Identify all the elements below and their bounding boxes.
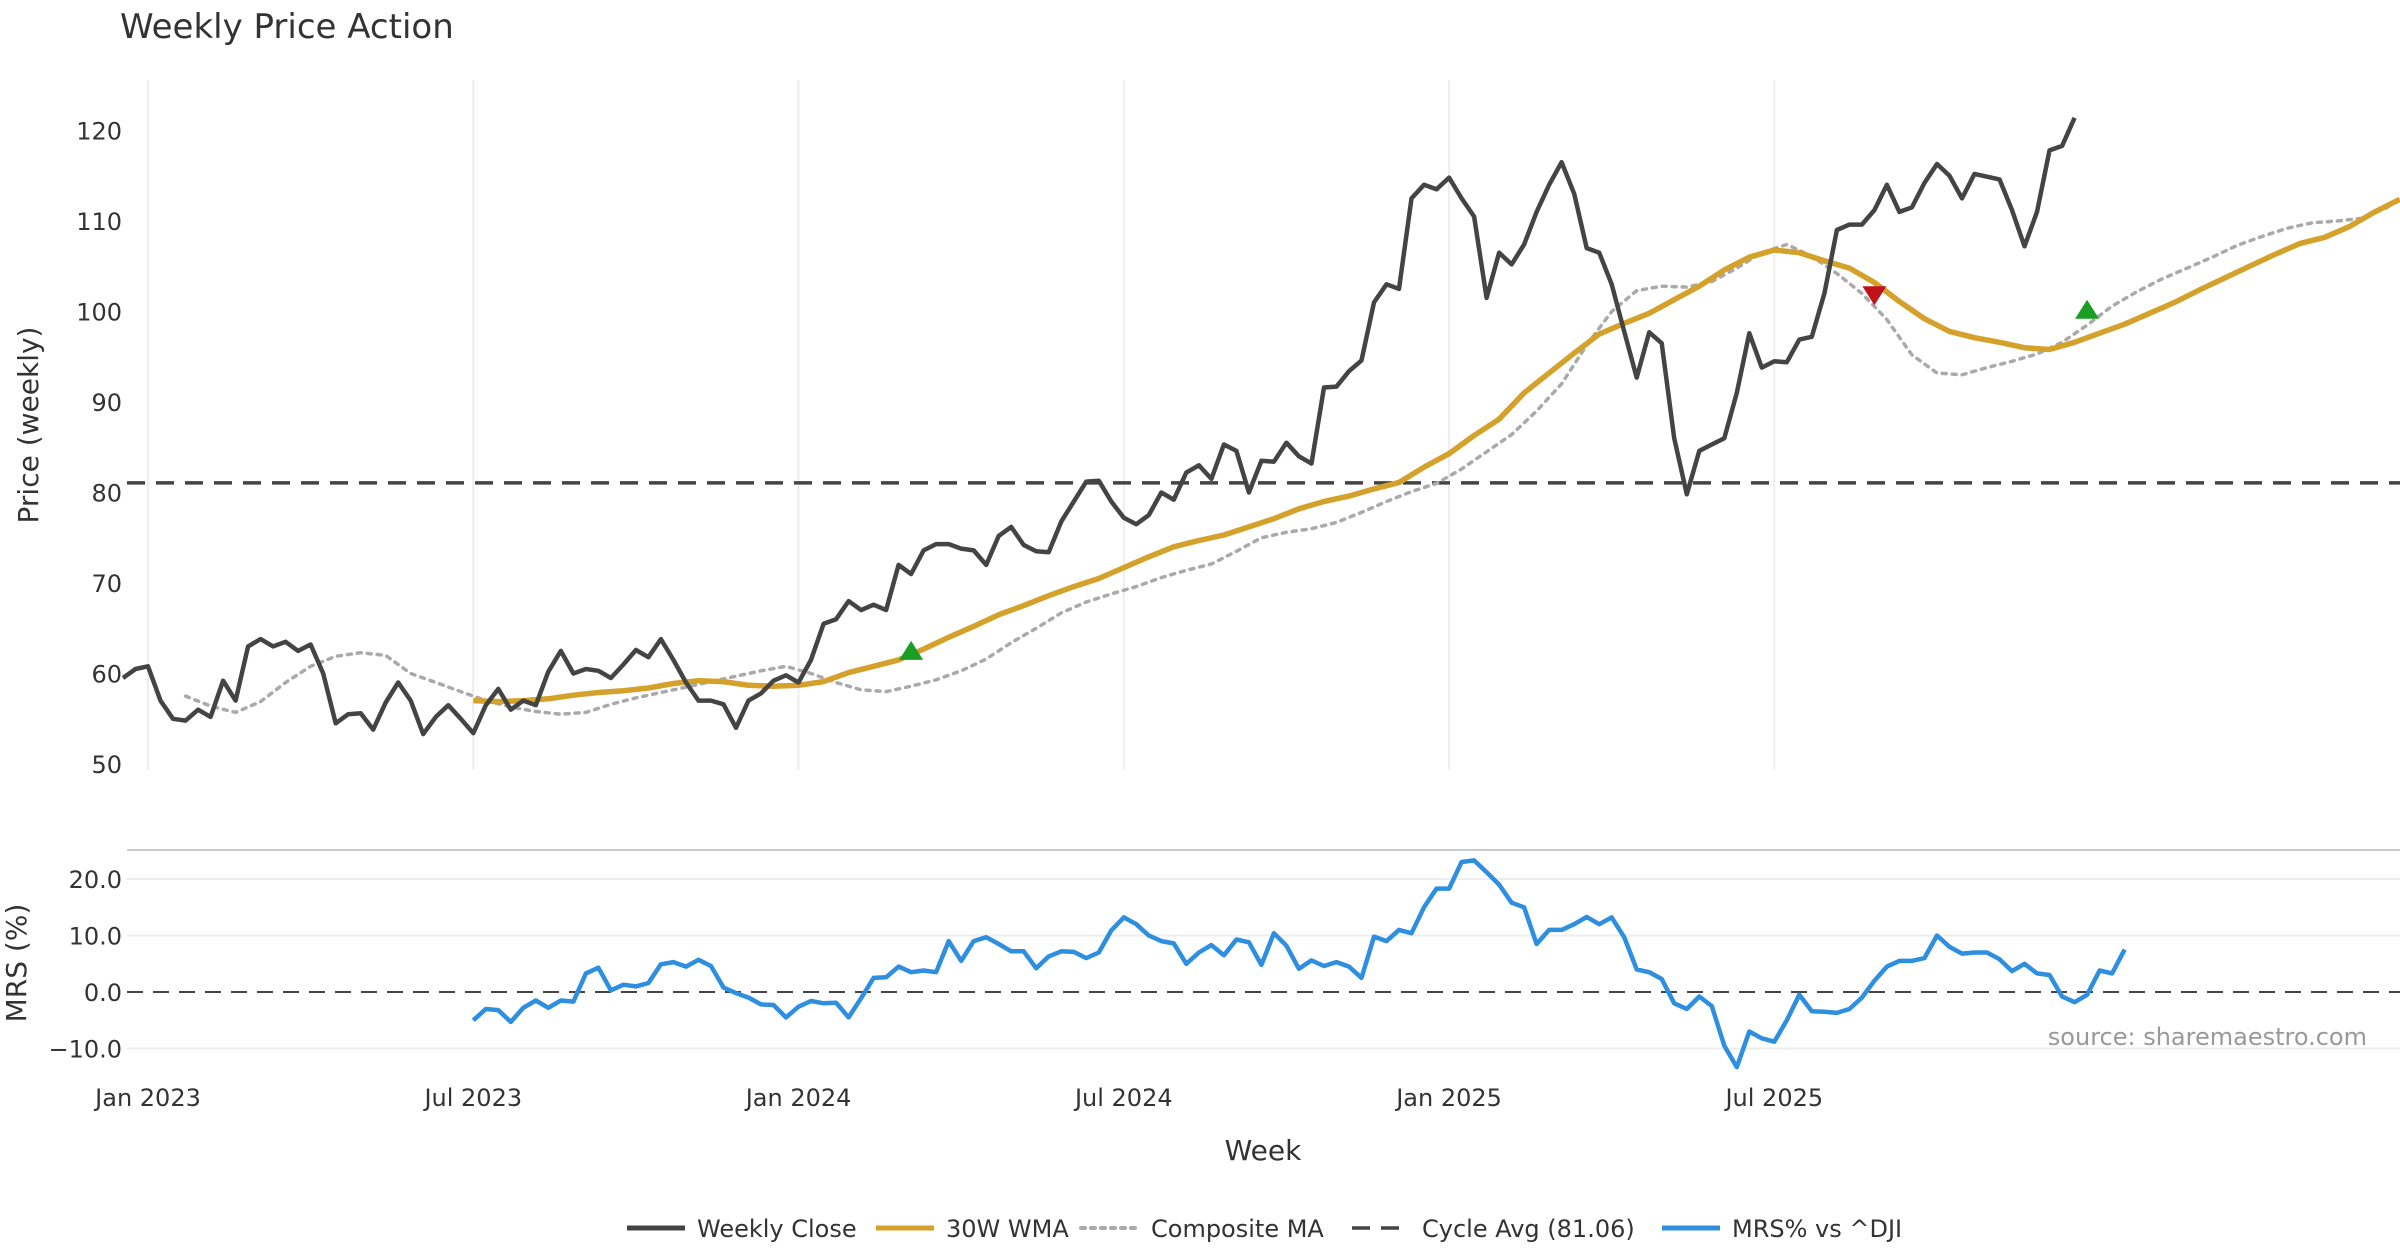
weekly-close-line (121, 116, 2077, 737)
composite-ma-line (183, 196, 2400, 716)
mrs-y-tick-label: −10.0 (48, 1036, 122, 1064)
price-y-tick-label: 70 (91, 570, 122, 598)
buy-signal-marker (899, 640, 924, 660)
price-y-axis-label: Price (weekly) (12, 327, 45, 524)
price-grid (127, 80, 2400, 770)
sell-signal-marker (1862, 286, 1887, 306)
mrs-y-tick-label: 0.0 (84, 979, 122, 1007)
mrs-y-ticks: −10.0 0.0 10.0 20.0 (48, 866, 122, 1064)
mrs-series (471, 858, 2127, 1070)
legend-label: MRS% vs ^DJI (1732, 1215, 1902, 1243)
price-y-ticks: 50 60 70 80 90 100 110 120 (76, 118, 122, 780)
mrs-grid (127, 878, 2400, 1050)
legend-label: Weekly Close (697, 1215, 857, 1243)
mrs-line (471, 858, 2127, 1070)
legend-label: Composite MA (1151, 1215, 1324, 1243)
mrs-y-axis-label: MRS (%) (0, 904, 33, 1023)
mrs-y-tick-label: 10.0 (69, 923, 122, 951)
x-tick-label: Jan 2024 (744, 1084, 852, 1112)
x-tick-label: Jul 2024 (1073, 1084, 1173, 1112)
price-y-tick-label: 50 (91, 751, 122, 779)
legend-label: 30W WMA (946, 1215, 1069, 1243)
x-tick-label: Jul 2023 (422, 1084, 522, 1112)
x-axis-label: Week (1225, 1134, 1302, 1167)
x-tick-label: Jan 2025 (1394, 1084, 1502, 1112)
price-y-tick-label: 60 (91, 661, 122, 689)
legend-label: Cycle Avg (81.06) (1422, 1215, 1635, 1243)
price-series (121, 116, 2400, 737)
legend: Weekly Close 30W WMA Composite MA Cycle Avg… (627, 1215, 1902, 1243)
wma-30w-line (473, 196, 2400, 705)
source-note: source: sharemaestro.com (2048, 1023, 2367, 1051)
buy-signal-marker (2075, 299, 2100, 319)
signal-markers (899, 286, 2100, 660)
price-y-tick-label: 110 (76, 208, 122, 236)
x-tick-label: Jul 2025 (1723, 1084, 1823, 1112)
price-y-tick-label: 90 (91, 389, 122, 417)
price-y-tick-label: 80 (91, 480, 122, 508)
price-y-tick-label: 120 (76, 118, 122, 146)
x-tick-label: Jan 2023 (93, 1084, 201, 1112)
mrs-y-tick-label: 20.0 (69, 866, 122, 894)
chart-title: Weekly Price Action (120, 7, 454, 47)
x-ticks: Jan 2023 Jul 2023 Jan 2024 Jul 2024 Jan 2025… (93, 1084, 1823, 1112)
price-y-tick-label: 100 (76, 299, 122, 327)
